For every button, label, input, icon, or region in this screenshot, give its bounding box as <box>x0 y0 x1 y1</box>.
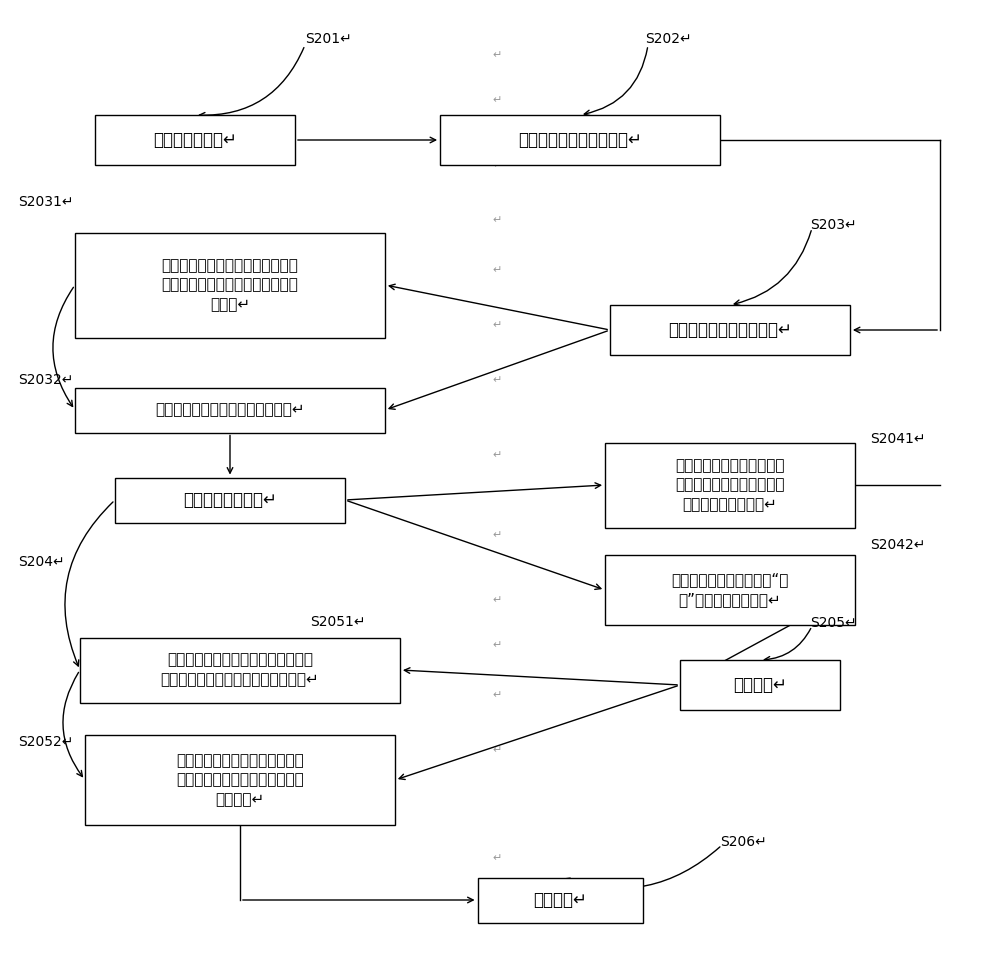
Text: 如果对合成效果不满意，返回输
入图像界面进行修改，然后再次
合成图像↵: 如果对合成效果不满意，返回输 入图像界面进行修改，然后再次 合成图像↵ <box>176 753 304 807</box>
Text: S204↵: S204↵ <box>18 555 65 569</box>
FancyBboxPatch shape <box>610 305 850 355</box>
Text: 打开图像序列一↵: 打开图像序列一↵ <box>153 131 237 149</box>
Text: ↵: ↵ <box>492 690 502 700</box>
Text: S2042↵: S2042↵ <box>870 538 925 552</box>
Text: S2052↵: S2052↵ <box>18 735 73 749</box>
FancyBboxPatch shape <box>85 735 395 825</box>
Text: 如果图像序列合格，单击“确
定”按钮，进入下一步↵: 如果图像序列合格，单击“确 定”按钮，进入下一步↵ <box>671 572 789 607</box>
Text: 保存图像↵: 保存图像↵ <box>533 891 587 909</box>
Text: ↵: ↵ <box>492 50 502 60</box>
Text: ↵: ↵ <box>492 640 502 650</box>
Text: 如果图像序列不合格，按照
提示修改图像序列，然后重
新输入所有图像序列↵: 如果图像序列不合格，按照 提示修改图像序列，然后重 新输入所有图像序列↵ <box>675 457 785 512</box>
Text: ↵: ↵ <box>492 320 502 330</box>
FancyBboxPatch shape <box>75 232 385 337</box>
FancyBboxPatch shape <box>605 443 855 527</box>
Text: ↵: ↵ <box>492 595 502 605</box>
Text: 如果对合成效果不满意，返回参数设
置界面进行修改，然后再次合成图像↵: 如果对合成效果不满意，返回参数设 置界面进行修改，然后再次合成图像↵ <box>161 652 319 687</box>
FancyBboxPatch shape <box>80 638 400 703</box>
Text: S2041↵: S2041↵ <box>870 432 926 446</box>
Text: S201↵: S201↵ <box>305 32 352 46</box>
FancyBboxPatch shape <box>115 478 345 523</box>
Text: S2031↵: S2031↵ <box>18 195 74 209</box>
Text: ↵: ↵ <box>492 375 502 385</box>
FancyBboxPatch shape <box>75 387 385 433</box>
Text: ↵: ↵ <box>492 853 502 863</box>
Text: 修改各帧图像序列↵: 修改各帧图像序列↵ <box>183 491 277 509</box>
FancyBboxPatch shape <box>440 115 720 165</box>
FancyBboxPatch shape <box>478 878 642 922</box>
Text: 合成图像↵: 合成图像↵ <box>733 676 787 694</box>
Text: S206↵: S206↵ <box>720 835 767 849</box>
Text: ↵: ↵ <box>492 95 502 105</box>
FancyBboxPatch shape <box>95 115 295 165</box>
Text: ↵: ↵ <box>492 215 502 225</box>
Text: 对所有图像序列进行修改↵: 对所有图像序列进行修改↵ <box>668 321 792 339</box>
Text: ↵: ↵ <box>492 160 502 170</box>
Text: 如果对输入情况不满意可进行图像
的部分删除、全部删除、重新输入
等操作↵: 如果对输入情况不满意可进行图像 的部分删除、全部删除、重新输入 等操作↵ <box>162 257 298 312</box>
FancyBboxPatch shape <box>605 555 855 625</box>
Text: 如果对输入情况满意，进入下一步↵: 如果对输入情况满意，进入下一步↵ <box>155 403 305 417</box>
Text: S2051↵: S2051↵ <box>310 615 366 629</box>
Text: S202↵: S202↵ <box>645 32 692 46</box>
Text: ↵: ↵ <box>492 530 502 540</box>
Text: ↵: ↵ <box>492 450 502 460</box>
FancyBboxPatch shape <box>680 660 840 710</box>
Text: ↵: ↵ <box>492 265 502 275</box>
Text: S2032↵: S2032↵ <box>18 373 73 387</box>
Text: ↵: ↵ <box>492 745 502 755</box>
Text: 按顺序打开剩余图像序列↵: 按顺序打开剩余图像序列↵ <box>518 131 642 149</box>
Text: S203↵: S203↵ <box>810 218 857 232</box>
Text: S205↵: S205↵ <box>810 616 857 630</box>
